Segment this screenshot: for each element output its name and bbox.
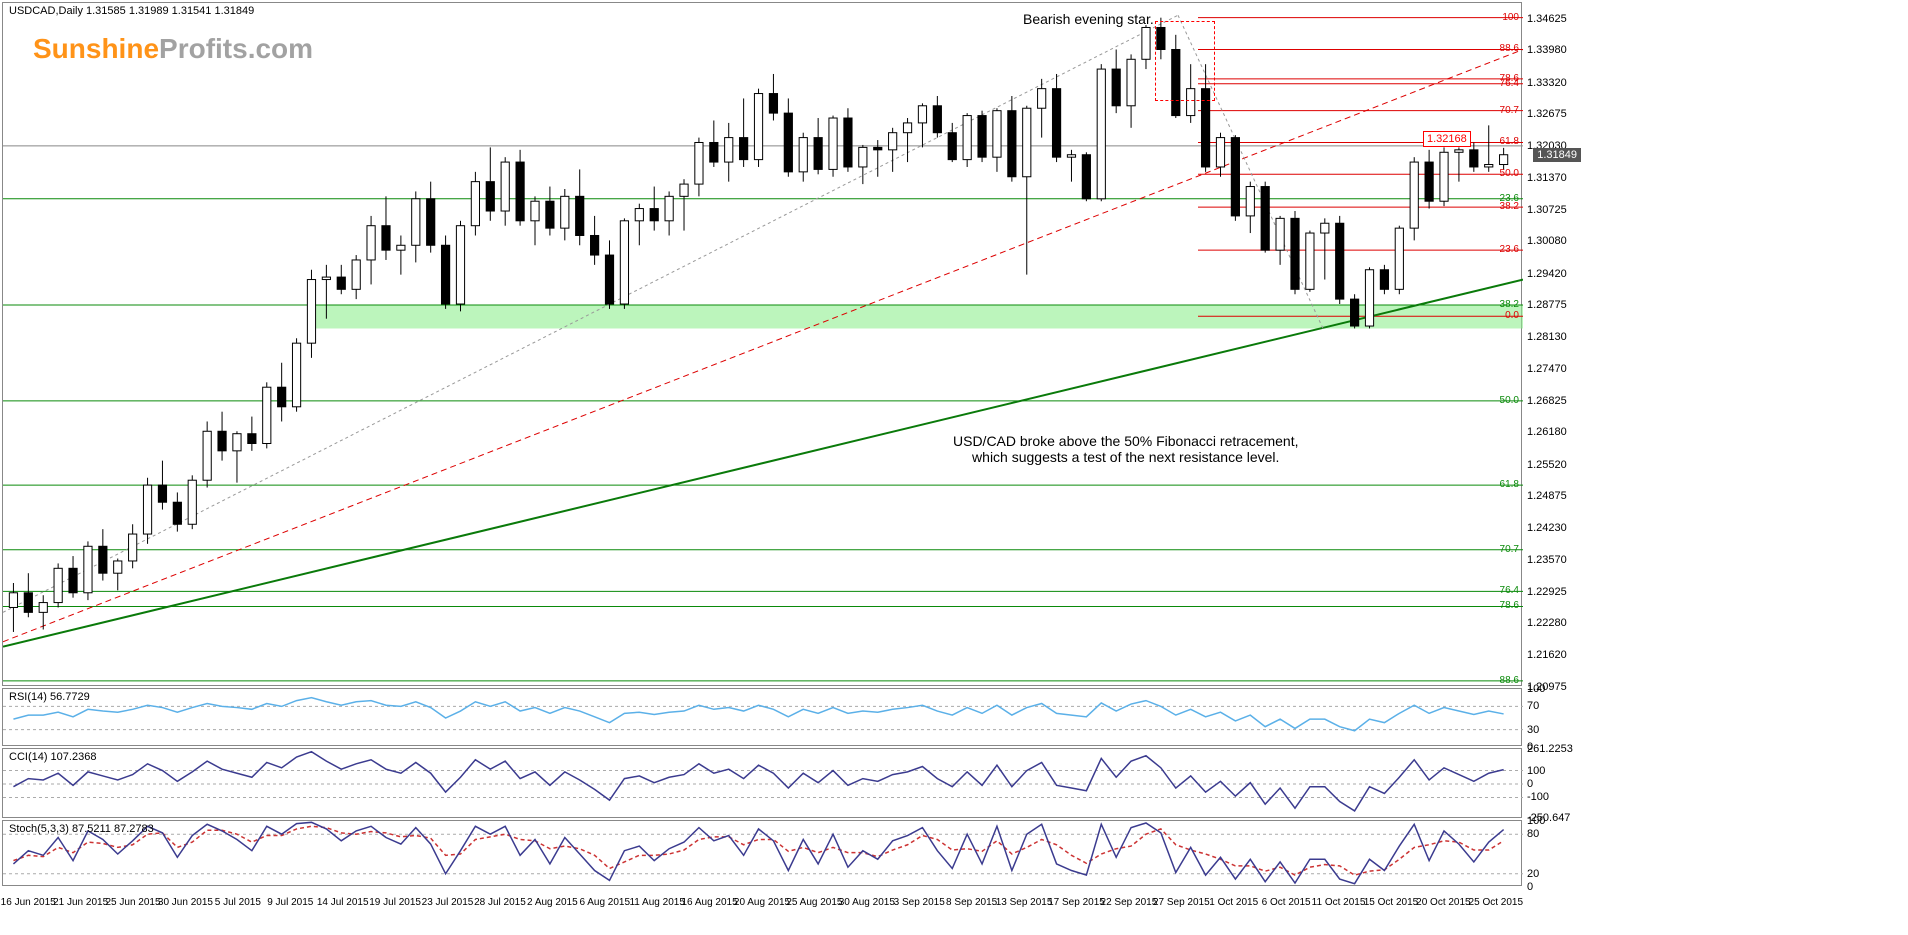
evening-star-highlight <box>1155 21 1215 101</box>
stoch-panel[interactable]: Stoch(5,3,3) 87.5211 87.2783 10080200 <box>2 820 1522 886</box>
annotation-fib: USD/CAD broke above the 50% Fibonacci re… <box>953 433 1299 465</box>
rsi-y-axis: 10070300 <box>1523 689 1581 745</box>
price-label-box: 1.32168 <box>1423 131 1471 147</box>
current-price-tag: 1.31849 <box>1533 148 1581 162</box>
cci-label: CCI(14) 107.2368 <box>9 751 96 763</box>
cci-y-axis: 261.22531000-100-250.647 <box>1523 749 1581 817</box>
cci-panel[interactable]: CCI(14) 107.2368 261.22531000-100-250.64… <box>2 748 1522 818</box>
annotation-bearish: Bearish evening star. <box>1023 11 1154 27</box>
stoch-label: Stoch(5,3,3) 87.5211 87.2783 <box>9 823 154 835</box>
chart-title: USDCAD,Daily 1.31585 1.31989 1.31541 1.3… <box>9 5 254 17</box>
price-y-axis: 1.346251.339801.333201.326751.320301.313… <box>1523 3 1581 685</box>
rsi-label: RSI(14) 56.7729 <box>9 691 90 703</box>
watermark: SunshineProfits.com <box>33 33 313 65</box>
stoch-y-axis: 10080200 <box>1523 821 1581 885</box>
date-x-axis: 16 Jun 201521 Jun 201525 Jun 201530 Jun … <box>2 888 1522 908</box>
rsi-panel[interactable]: RSI(14) 56.7729 10070300 <box>2 688 1522 746</box>
main-price-chart[interactable]: USDCAD,Daily 1.31585 1.31989 1.31541 1.3… <box>2 2 1522 686</box>
